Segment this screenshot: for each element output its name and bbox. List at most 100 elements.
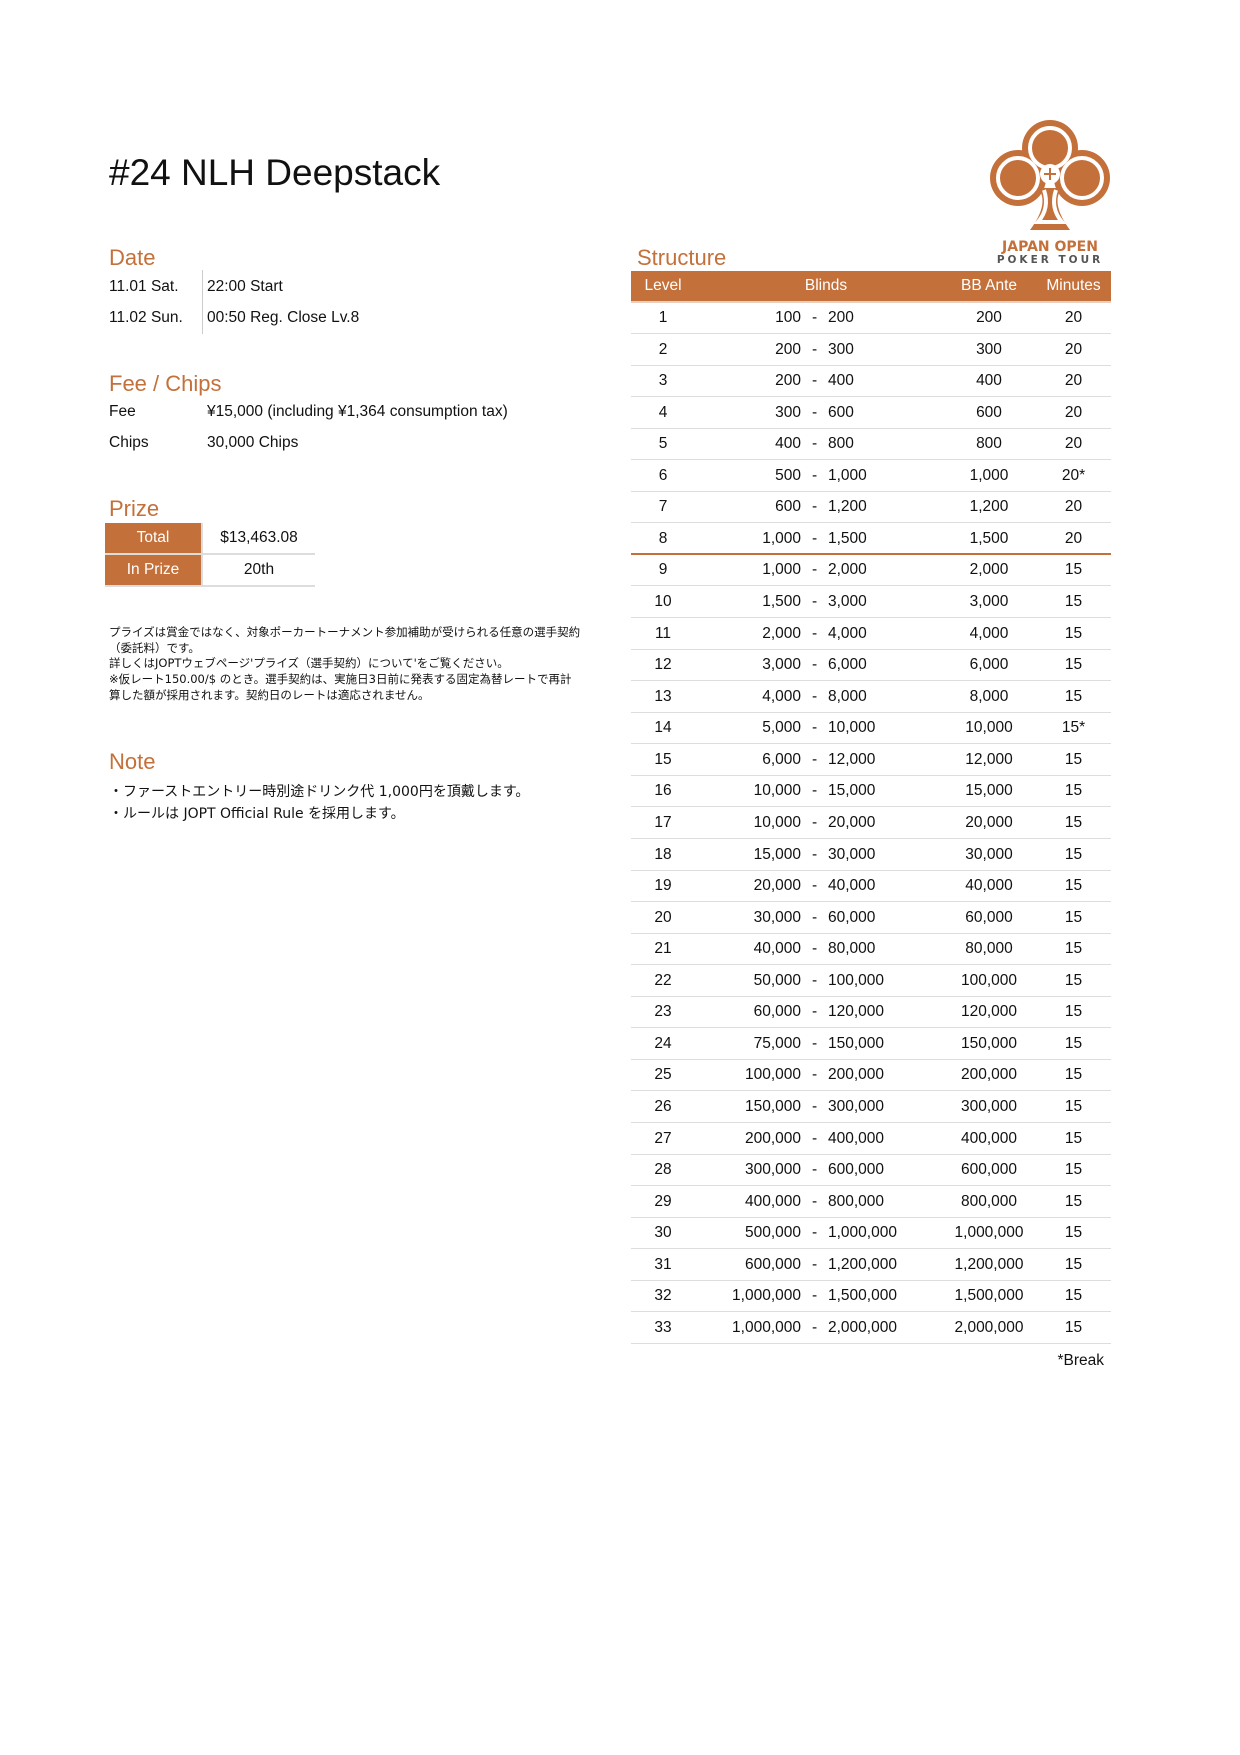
blind-separator: - — [812, 624, 818, 642]
structure-row: 23 60,000-120,000 120,000 15 — [631, 997, 1111, 1029]
small-blind: 500,000 — [744, 1224, 801, 1242]
blind-separator: - — [812, 529, 818, 547]
small-blind: 600,000 — [744, 1255, 801, 1273]
minutes: 20 — [1064, 403, 1083, 421]
minutes: 15 — [1064, 1318, 1083, 1336]
fee-value: ¥15,000 (including ¥1,364 consumption ta… — [207, 403, 508, 420]
structure-row: 4 300-600 600 20 — [631, 398, 1111, 429]
level: 31 — [654, 1255, 672, 1273]
bb-ante: 20,000 — [965, 813, 1013, 831]
note-line: ・ファーストエントリー時別途ドリンク代 1,000円を頂戴します。 — [109, 784, 530, 800]
level: 4 — [658, 403, 668, 421]
big-blind: 40,000 — [828, 877, 876, 895]
small-blind: 200,000 — [744, 1129, 801, 1147]
blind-separator: - — [812, 813, 818, 831]
big-blind: 6,000 — [828, 656, 867, 674]
big-blind: 2,000 — [828, 561, 867, 579]
bb-ante: 6,000 — [969, 656, 1009, 674]
big-blind: 300,000 — [828, 1098, 885, 1115]
col-blinds: Blinds — [804, 277, 848, 294]
structure-row: 8 1,000-1,500 1,500 20 — [631, 524, 1111, 555]
bb-ante: 300,000 — [960, 1098, 1018, 1115]
blind-separator: - — [812, 940, 818, 958]
big-blind: 2,000,000 — [828, 1318, 897, 1336]
bb-ante: 4,000 — [969, 624, 1009, 642]
structure-row: 16 10,000-15,000 15,000 15 — [631, 776, 1111, 808]
date-heading: Date — [109, 245, 156, 270]
structure-row: 33 1,000,000-2,000,000 2,000,000 15 — [631, 1313, 1111, 1344]
small-blind: 75,000 — [753, 1034, 801, 1052]
level: 3 — [658, 372, 668, 390]
minutes: 15 — [1064, 845, 1083, 863]
small-blind: 2,000 — [762, 624, 801, 642]
structure-row: 28 300,000-600,000 600,000 15 — [631, 1155, 1111, 1187]
structure-row: 1 100-200 200 20 — [631, 303, 1111, 334]
blind-separator: - — [812, 403, 818, 421]
blind-separator: - — [812, 750, 818, 768]
small-blind: 10,000 — [753, 813, 801, 831]
structure-header: Level Blinds BB Ante Minutes — [631, 271, 1111, 303]
big-blind: 15,000 — [828, 782, 876, 800]
prize-inprize-label: In Prize — [105, 555, 203, 585]
small-blind: 100,000 — [744, 1066, 801, 1084]
level: 15 — [654, 750, 672, 768]
minutes: 15 — [1064, 940, 1083, 958]
prize-heading: Prize — [109, 496, 160, 521]
blind-separator: - — [812, 561, 818, 579]
date-day: 11.01 Sat. — [109, 278, 179, 295]
minutes: 15 — [1064, 1003, 1083, 1021]
svg-text:POKER TOUR: POKER TOUR — [997, 254, 1103, 266]
minutes: 15 — [1064, 687, 1083, 705]
level: 2 — [658, 340, 668, 358]
small-blind: 1,500 — [762, 593, 801, 611]
bb-ante: 1,500,000 — [954, 1287, 1024, 1305]
level: 28 — [654, 1161, 672, 1179]
blind-separator: - — [812, 908, 818, 926]
small-blind: 400,000 — [744, 1192, 801, 1210]
level: 27 — [654, 1129, 672, 1147]
small-blind: 3,000 — [762, 656, 801, 674]
blind-separator: - — [812, 971, 818, 989]
bb-ante: 30,000 — [965, 845, 1013, 863]
minutes: 15 — [1064, 593, 1083, 611]
blind-separator: - — [812, 845, 818, 863]
fee-heading: Fee / Chips — [109, 371, 222, 396]
minutes: 20 — [1064, 435, 1083, 453]
bb-ante: 120,000 — [960, 1003, 1018, 1021]
level: 25 — [654, 1066, 672, 1084]
disclaimer-line: プライズは賞金ではなく、対象ポーカートーナメント参加補助が受けられる任意の選手契… — [109, 625, 581, 639]
big-blind: 800,000 — [828, 1192, 885, 1210]
date-info: 00:50 Reg. Close Lv.8 — [207, 309, 360, 326]
structure-row: 22 50,000-100,000 100,000 15 — [631, 966, 1111, 997]
bb-ante: 40,000 — [965, 877, 1013, 895]
bb-ante: 400 — [976, 372, 1002, 390]
big-blind: 80,000 — [828, 940, 876, 958]
level: 20 — [654, 908, 672, 926]
blind-separator: - — [812, 1129, 818, 1147]
bb-ante: 800 — [976, 435, 1002, 453]
structure-row: 13 4,000-8,000 8,000 15 — [631, 682, 1111, 713]
small-blind: 1,000 — [762, 529, 801, 547]
bb-ante: 12,000 — [965, 750, 1013, 768]
big-blind: 4,000 — [828, 624, 867, 642]
blind-separator: - — [812, 309, 818, 326]
structure-row: 11 2,000-4,000 4,000 15 — [631, 619, 1111, 650]
minutes: 15 — [1064, 1066, 1083, 1084]
minutes: 20 — [1064, 309, 1083, 326]
structure-row: 31 600,000-1,200,000 1,200,000 15 — [631, 1250, 1111, 1281]
small-blind: 15,000 — [753, 845, 801, 863]
structure-row: 29 400,000-800,000 800,000 15 — [631, 1187, 1111, 1218]
big-blind: 100,000 — [828, 971, 885, 989]
blind-separator: - — [812, 466, 818, 484]
structure-row: 19 20,000-40,000 40,000 15 — [631, 871, 1111, 903]
date-day: 11.02 Sun. — [109, 309, 183, 326]
minutes: 15 — [1064, 971, 1083, 989]
small-blind: 20,000 — [753, 877, 801, 895]
structure-row: 7 600-1,200 1,200 20 — [631, 492, 1111, 524]
bb-ante: 10,000 — [965, 719, 1013, 737]
prize-total-label: Total — [105, 523, 203, 553]
blind-separator: - — [812, 687, 818, 705]
structure-row: 27 200,000-400,000 400,000 15 — [631, 1124, 1111, 1155]
big-blind: 300 — [828, 340, 854, 358]
bb-ante: 600,000 — [960, 1161, 1018, 1179]
